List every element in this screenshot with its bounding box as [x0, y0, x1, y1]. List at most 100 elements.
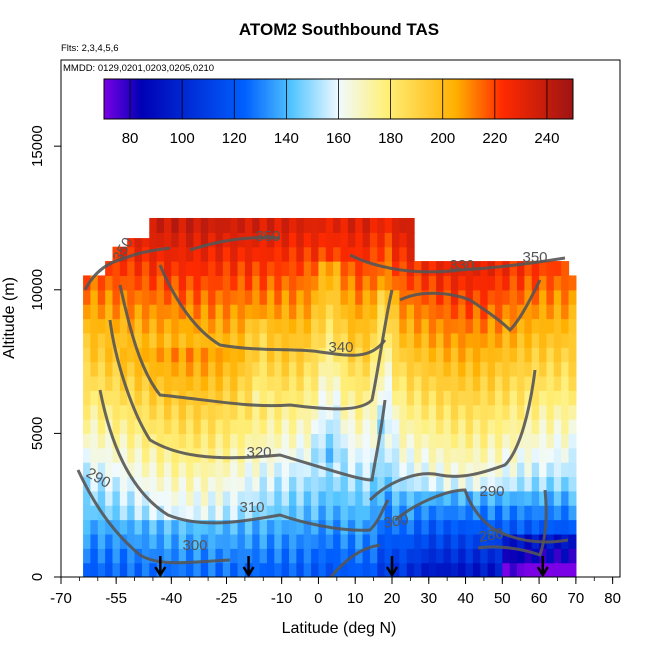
heat-cell	[222, 562, 231, 577]
heat-cell	[303, 332, 312, 348]
heat-cell	[517, 519, 525, 535]
heat-cell	[259, 404, 268, 420]
heat-cell	[568, 519, 577, 535]
heat-cell	[333, 404, 342, 420]
heat-cell	[296, 505, 305, 521]
heat-cell	[303, 275, 312, 291]
heat-cell	[90, 419, 99, 434]
heat-cell	[494, 361, 503, 377]
heat-cell	[333, 304, 342, 320]
heat-cell	[362, 519, 371, 535]
heat-cell	[355, 246, 364, 262]
heat-cell	[171, 447, 180, 463]
heat-cell	[524, 562, 533, 577]
heat-cell	[90, 347, 99, 363]
heat-cell	[450, 390, 459, 406]
heat-cell	[494, 462, 503, 478]
heat-cell	[149, 490, 158, 506]
heat-cell	[531, 419, 540, 434]
heat-cell	[436, 490, 445, 506]
heat-cell	[568, 275, 577, 291]
heat-cell	[97, 447, 106, 463]
heat-cell	[186, 232, 194, 248]
heat-cell	[391, 404, 400, 420]
heat-cell	[465, 347, 474, 363]
heat-cell	[384, 404, 393, 420]
heat-cell	[311, 462, 320, 478]
heat-cell	[252, 261, 261, 277]
heat-cell	[539, 519, 548, 535]
heat-cell	[384, 419, 393, 434]
heat-cell	[561, 390, 570, 406]
y-axis-label: Altitude (m)	[1, 277, 18, 359]
heat-cell	[391, 318, 400, 334]
heat-cell	[149, 289, 158, 305]
heat-cell	[193, 548, 202, 564]
heat-cell	[163, 332, 172, 348]
heat-cell	[266, 275, 275, 291]
heat-cell	[568, 318, 577, 334]
heat-cell	[391, 476, 400, 492]
heat-cell	[215, 332, 224, 348]
heat-cell	[421, 476, 430, 492]
heat-cell	[465, 390, 474, 406]
heat-cell	[296, 490, 305, 506]
heat-cell	[472, 476, 481, 492]
heat-cell	[230, 390, 239, 406]
heat-cell	[163, 347, 172, 363]
heat-cell	[119, 419, 128, 434]
heat-cell	[325, 375, 334, 391]
heat-cell	[458, 490, 467, 506]
heat-cell	[186, 375, 194, 391]
heat-cell	[296, 332, 305, 348]
arrow-head	[242, 566, 255, 578]
plot-frame	[60, 59, 621, 578]
heat-cell	[141, 332, 150, 348]
heat-cell	[215, 548, 224, 564]
heat-cell	[517, 318, 525, 334]
heat-cell	[472, 447, 481, 463]
heat-cell	[480, 548, 489, 564]
heat-cell	[421, 390, 430, 406]
x-axis-label: Latitude (deg N)	[282, 620, 397, 637]
heat-cell	[384, 375, 393, 391]
heat-cell	[186, 275, 194, 291]
heat-cell	[230, 533, 239, 549]
heat-cell	[465, 505, 474, 521]
heat-cell	[391, 548, 400, 564]
heat-cell	[303, 548, 312, 564]
heat-cell	[347, 304, 356, 320]
heat-cell	[369, 275, 378, 291]
heat-cell	[119, 548, 128, 564]
heat-cell	[289, 361, 297, 377]
heat-cell	[436, 562, 445, 577]
heat-cell	[119, 275, 128, 291]
heat-cell	[399, 261, 408, 277]
heat-cell	[163, 548, 172, 564]
heat-cell	[127, 548, 136, 564]
heat-cell	[509, 390, 518, 406]
heat-cell	[127, 433, 136, 449]
heat-cell	[325, 490, 334, 506]
heat-cell	[517, 261, 525, 277]
heat-cell	[406, 404, 415, 420]
heat-cell	[355, 217, 364, 233]
heat-cell	[105, 289, 114, 305]
heat-cell	[244, 490, 253, 506]
heat-cell	[171, 275, 180, 291]
heat-cell	[259, 261, 268, 277]
heat-cell	[531, 562, 540, 577]
heat-cell	[156, 332, 165, 348]
heat-cell	[289, 275, 297, 291]
heat-cell	[259, 490, 268, 506]
heat-cell	[443, 289, 452, 305]
heat-cell	[222, 375, 231, 391]
heat-cell	[252, 447, 261, 463]
heat-cell	[311, 289, 320, 305]
heat-cell	[281, 519, 290, 535]
heat-cell	[494, 505, 503, 521]
heat-cell	[421, 275, 430, 291]
heat-cell	[163, 361, 172, 377]
heat-cell	[531, 490, 540, 506]
heat-cell	[281, 375, 290, 391]
